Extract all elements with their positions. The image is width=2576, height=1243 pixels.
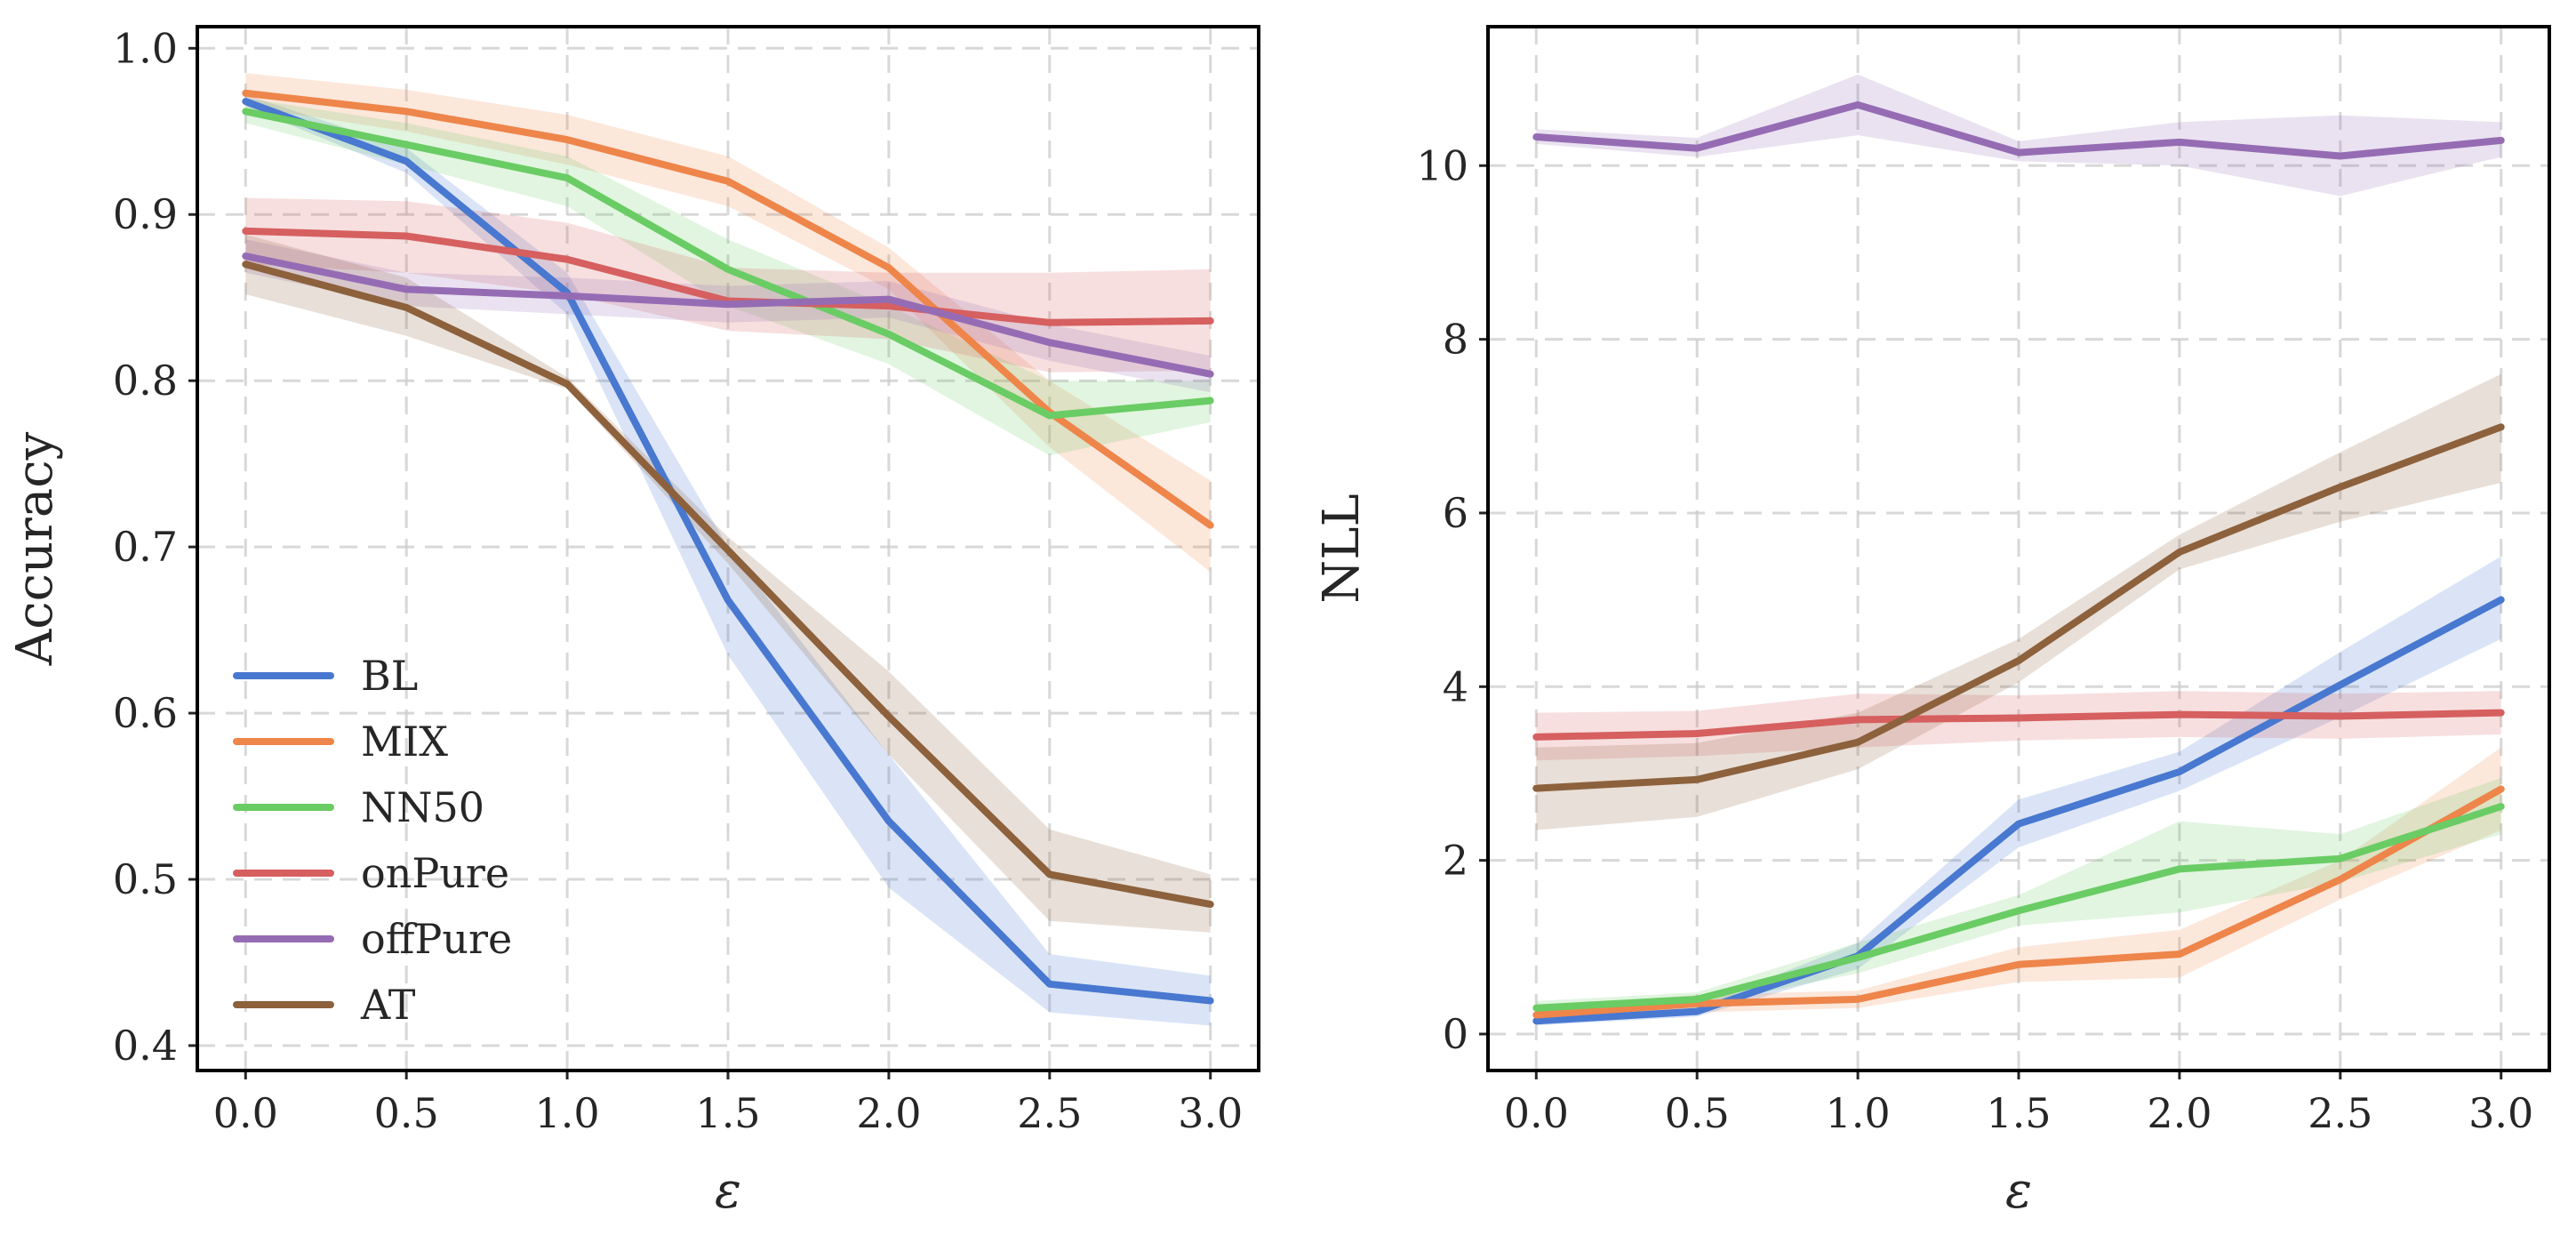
legend: BL MIX NN50 onPure offPure AT [233,652,512,1029]
y-tick-label: 0.7 [113,523,178,571]
accuracy-panel: 0.0 0.5 1.0 1.5 2.0 2.5 3.0 0.4 0.5 0.6 0.7 0.8 0.9 1… [6,24,1260,1220]
band-bl [245,94,1211,1026]
series-line-onpure [1532,709,2505,741]
legend-label-offpure: offPure [361,915,512,963]
band-nn50 [245,98,1211,456]
legend-label-nn50: NN50 [361,783,484,831]
x-tick-label: 0.5 [1665,1089,1730,1137]
legend-label-onpure: onPure [361,849,509,897]
y-axis-label: NLL [1313,493,1371,603]
y-tick-label: 1.0 [113,24,178,72]
legend-label-bl: BL [361,652,418,700]
band-offpure [245,239,1211,393]
series-line-at [1532,423,2505,792]
plot-frame [1486,25,2551,1072]
legend-label-at: AT [360,981,416,1029]
y-tick-label: 0.6 [113,689,178,737]
series-line-at [242,261,1214,909]
x-tick-label: 1.0 [1826,1089,1891,1137]
series-line-bl [242,98,1214,1005]
y-tick-label: 0.8 [113,357,178,405]
x-tick-label: 0.0 [1504,1089,1569,1137]
y-tick-label: 10 [1416,141,1468,189]
x-tick-label: 2.0 [2147,1089,2212,1137]
band-mix [245,73,1211,573]
y-tick-label: 2 [1443,837,1468,885]
band-onpure [245,197,1211,373]
x-tick-label: 1.0 [535,1089,600,1137]
band-onpure [1536,691,2501,761]
legend-label-mix: MIX [361,718,448,766]
series-line-nn50 [242,108,1214,420]
y-tick-label: 8 [1443,316,1468,364]
nll-panel: 0.0 0.5 1.0 1.5 2.0 2.5 3.0 0 2 4 6 8 10 ε NLL [1313,25,2551,1220]
x-tick-label: 2.0 [856,1089,921,1137]
series-line-nn50 [1532,803,2505,1012]
x-axis-label: ε [715,1162,741,1220]
y-tick-label: 0.4 [113,1022,178,1070]
x-tick-label: 1.5 [1986,1089,2051,1137]
x-tick-label: 2.5 [1017,1089,1082,1137]
y-tick-label: 4 [1443,662,1468,710]
x-tick-label: 0.5 [374,1089,439,1137]
band-offpure [1536,74,2501,196]
y-axis-label: Accuracy [6,431,64,666]
series-line-offpure [242,253,1214,378]
plot-frame [196,25,1260,1072]
y-tick-label: 0.5 [113,855,178,903]
series-line-offpure [1532,100,2505,160]
x-tick-label: 3.0 [1178,1089,1243,1137]
series-line-mix [1532,785,2505,1019]
series-line-bl [1532,596,2505,1025]
band-mix [1536,747,2501,1024]
x-axis-label: ε [2005,1162,2032,1220]
y-tick-label: 6 [1443,489,1468,537]
y-tick-label: 0 [1443,1010,1468,1058]
band-at [245,234,1211,933]
y-tick-label: 0.9 [113,190,178,238]
x-tick-label: 2.5 [2308,1089,2372,1137]
x-tick-label: 1.5 [695,1089,760,1137]
band-nn50 [1536,777,2501,1015]
x-tick-label: 3.0 [2468,1089,2533,1137]
x-tick-label: 0.0 [213,1089,278,1137]
